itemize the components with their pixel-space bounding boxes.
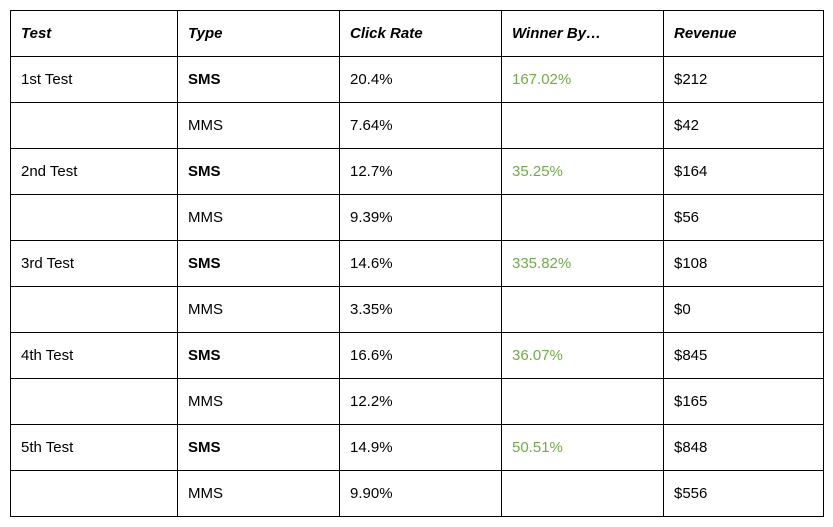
cell-test: 3rd Test [11,241,178,287]
cell-revenue: $0 [664,287,824,333]
cell-winner-by [502,103,664,149]
cell-winner-by: 35.25% [502,149,664,195]
cell-revenue: $164 [664,149,824,195]
cell-test [11,195,178,241]
cell-winner-by: 50.51% [502,425,664,471]
cell-winner-by: 36.07% [502,333,664,379]
cell-winner-by [502,287,664,333]
cell-test [11,379,178,425]
cell-type: MMS [178,379,340,425]
cell-test [11,471,178,517]
table-row: 2nd Test SMS 12.7% 35.25% $164 [11,149,824,195]
table-row: 1st Test SMS 20.4% 167.02% $212 [11,57,824,103]
cell-click-rate: 12.2% [340,379,502,425]
cell-winner-by [502,195,664,241]
cell-revenue: $848 [664,425,824,471]
cell-revenue: $212 [664,57,824,103]
table-row: MMS 9.39% $56 [11,195,824,241]
cell-test [11,287,178,333]
cell-winner-by [502,379,664,425]
cell-type: MMS [178,103,340,149]
header-winner-by: Winner By… [502,11,664,57]
cell-type: MMS [178,287,340,333]
cell-click-rate: 3.35% [340,287,502,333]
cell-click-rate: 20.4% [340,57,502,103]
table-row: 3rd Test SMS 14.6% 335.82% $108 [11,241,824,287]
table-row: MMS 3.35% $0 [11,287,824,333]
cell-winner-by: 167.02% [502,57,664,103]
cell-type: MMS [178,471,340,517]
cell-click-rate: 7.64% [340,103,502,149]
cell-winner-by: 335.82% [502,241,664,287]
table-row: 5th Test SMS 14.9% 50.51% $848 [11,425,824,471]
cell-click-rate: 9.90% [340,471,502,517]
cell-test: 5th Test [11,425,178,471]
header-test: Test [11,11,178,57]
cell-type: SMS [178,425,340,471]
cell-click-rate: 16.6% [340,333,502,379]
cell-type: SMS [178,57,340,103]
cell-revenue: $845 [664,333,824,379]
cell-click-rate: 9.39% [340,195,502,241]
cell-revenue: $42 [664,103,824,149]
header-click-rate: Click Rate [340,11,502,57]
cell-type: SMS [178,241,340,287]
cell-click-rate: 14.6% [340,241,502,287]
cell-revenue: $165 [664,379,824,425]
results-table: Test Type Click Rate Winner By… Revenue … [10,10,824,517]
cell-click-rate: 12.7% [340,149,502,195]
cell-test [11,103,178,149]
cell-revenue: $56 [664,195,824,241]
cell-type: SMS [178,149,340,195]
cell-revenue: $108 [664,241,824,287]
table-row: MMS 12.2% $165 [11,379,824,425]
cell-test: 2nd Test [11,149,178,195]
header-revenue: Revenue [664,11,824,57]
table-row: MMS 7.64% $42 [11,103,824,149]
table-row: 4th Test SMS 16.6% 36.07% $845 [11,333,824,379]
cell-revenue: $556 [664,471,824,517]
cell-click-rate: 14.9% [340,425,502,471]
header-type: Type [178,11,340,57]
cell-test: 1st Test [11,57,178,103]
cell-type: SMS [178,333,340,379]
table-row: MMS 9.90% $556 [11,471,824,517]
table-body: 1st Test SMS 20.4% 167.02% $212 MMS 7.64… [11,57,824,517]
cell-winner-by [502,471,664,517]
cell-type: MMS [178,195,340,241]
cell-test: 4th Test [11,333,178,379]
table-header-row: Test Type Click Rate Winner By… Revenue [11,11,824,57]
